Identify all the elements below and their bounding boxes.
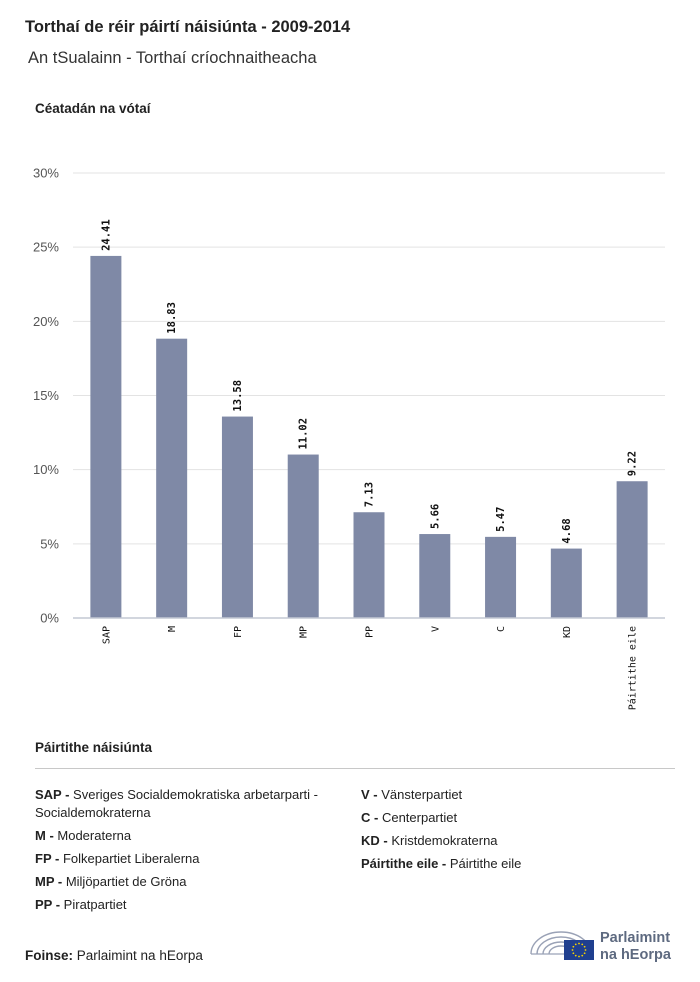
page-subtitle: An tSualainn - Torthaí críochnaitheacha — [28, 49, 317, 67]
legend-item: MP - Miljöpartiet de Gröna — [35, 873, 350, 891]
data-label: 5.47 — [495, 507, 507, 532]
legend-item: KD - Kristdemokraterna — [361, 832, 661, 850]
eu-star-icon — [581, 943, 584, 946]
eu-star-icon — [583, 945, 586, 948]
legend-abbr: Páirtithe eile - — [361, 856, 447, 871]
legend-name: Folkepartiet Liberalerna — [59, 851, 200, 866]
y-tick-label: 15% — [33, 388, 59, 403]
source-note: Foinse: Parlaimint na hEorpa — [25, 948, 203, 963]
x-tick-label: V — [430, 626, 441, 632]
eu-star-icon — [578, 942, 580, 945]
source-label: Foinse: — [25, 948, 74, 963]
legend-divider — [35, 768, 675, 769]
data-label: 5.66 — [429, 504, 441, 529]
y-tick-label: 30% — [33, 166, 59, 181]
legend-item: C - Centerpartiet — [361, 809, 661, 827]
eu-star-icon — [574, 943, 577, 946]
legend-name: Vänsterpartiet — [377, 787, 463, 802]
bar — [485, 536, 517, 618]
legend-item: V - Vänsterpartiet — [361, 786, 661, 804]
source-value: Parlaimint na hEorpa — [76, 948, 203, 963]
y-tick-label: 25% — [33, 240, 59, 255]
eu-star-icon — [578, 955, 580, 958]
legend-item: M - Moderaterna — [35, 827, 350, 845]
data-label: 11.02 — [298, 418, 310, 450]
x-tick-label: MP — [299, 626, 310, 638]
eu-star-icon — [584, 949, 587, 951]
data-label: 7.13 — [364, 482, 376, 507]
eu-star-icon — [571, 949, 574, 951]
eu-flag-icon — [564, 940, 594, 960]
legend-abbr: SAP - — [35, 787, 70, 802]
bar — [287, 454, 319, 618]
x-tick-label: C — [496, 626, 507, 632]
legend-name: Kristdemokraterna — [387, 833, 498, 848]
legend-name: Moderaterna — [53, 828, 132, 843]
legend-name: Páirtithe eile — [446, 856, 522, 871]
bar-chart: 0% 5% 10% 15% 20% 25% 30% 24.41 SAP 18.83 M 13.58 FP… — [33, 166, 665, 710]
logo-line-2: na hEorpa — [600, 947, 671, 963]
y-tick-label: 0% — [40, 611, 59, 626]
legend-name: Sveriges Socialdemokratiska arbetarparti… — [35, 787, 318, 820]
bar — [221, 416, 253, 618]
legend-column-left: SAP - Sveriges Socialdemokratiska arbeta… — [35, 786, 350, 919]
legend-abbr: V - — [361, 787, 378, 802]
x-tick-label: M — [167, 626, 178, 632]
legend-abbr: C - — [361, 810, 379, 825]
x-tick-label: SAP — [101, 626, 112, 644]
bar — [353, 512, 385, 618]
legend-title: Páirtithe náisiúnta — [35, 740, 153, 755]
y-tick-label: 20% — [33, 314, 59, 329]
legend-abbr: M - — [35, 828, 54, 843]
eu-star-icon — [572, 945, 575, 948]
parliament-logo: Parlaimint na hEorpa — [528, 924, 678, 964]
bar — [419, 534, 451, 618]
page-title: Torthaí de réir páirtí náisiúnta - 2009-… — [25, 18, 351, 36]
legend-abbr: FP - — [35, 851, 60, 866]
parliament-hemicycle-icon — [530, 931, 594, 960]
bar — [156, 338, 188, 618]
legend-name: Centerpartiet — [378, 810, 458, 825]
legend-abbr: PP - — [35, 897, 61, 912]
y-tick-label: 5% — [40, 536, 59, 551]
bar — [550, 548, 582, 618]
data-label: 24.41 — [100, 219, 112, 251]
eu-star-icon — [581, 954, 584, 957]
eu-star-icon — [583, 952, 586, 955]
data-label: 9.22 — [627, 451, 639, 476]
legend-abbr: KD - — [361, 833, 388, 848]
eu-star-icon — [572, 952, 575, 955]
legend-item: SAP - Sveriges Socialdemokratiska arbeta… — [35, 786, 350, 822]
data-label: 13.58 — [232, 380, 244, 412]
eu-star-icon — [574, 954, 577, 957]
legend-name: Miljöpartiet de Gröna — [62, 874, 187, 889]
logo-line-1: Parlaimint — [600, 930, 671, 946]
bar — [616, 481, 648, 618]
x-tick-label: FP — [233, 626, 244, 638]
legend-column-right: V - Vänsterpartiet C - Centerpartiet KD - … — [361, 786, 661, 878]
bar — [90, 255, 122, 618]
data-label: 4.68 — [561, 518, 573, 543]
legend-name: Piratpartiet — [60, 897, 127, 912]
legend-abbr: MP - — [35, 874, 63, 889]
x-tick-label: KD — [562, 626, 573, 638]
data-label: 18.83 — [166, 302, 178, 334]
legend-item: FP - Folkepartiet Liberalerna — [35, 850, 350, 868]
x-tick-label: PP — [365, 626, 376, 638]
x-tick-label: Páirtithe eile — [627, 626, 639, 710]
y-axis-label: Céatadán na vótaí — [35, 101, 151, 116]
legend-item: PP - Piratpartiet — [35, 896, 350, 914]
y-tick-label: 10% — [33, 462, 59, 477]
legend-item: Páirtithe eile - Páirtithe eile — [361, 855, 661, 873]
